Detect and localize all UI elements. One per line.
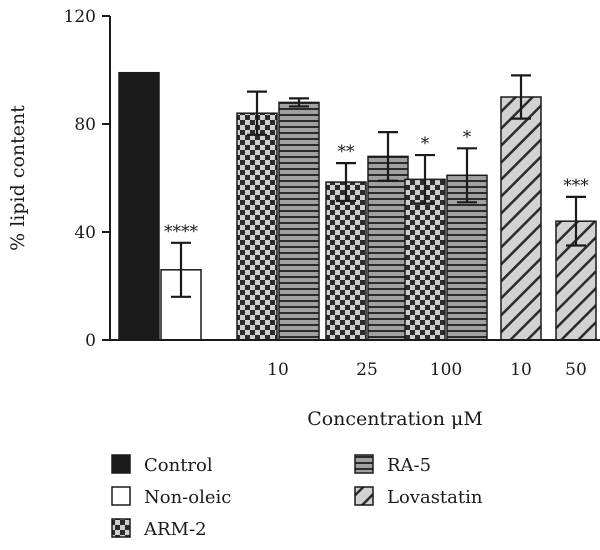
x-tick-label: 50 — [565, 360, 587, 380]
bar-ra-5 — [278, 101, 320, 341]
legend-label-non-oleic: Non-oleic — [144, 487, 231, 508]
bars-layer: ****** * **** — [118, 71, 597, 341]
significance-label: * — [421, 134, 430, 154]
bar-control — [118, 71, 160, 341]
y-tick-label: 120 — [64, 7, 96, 27]
bar-lovastatin — [500, 96, 542, 341]
legend-label-ra-5: RA-5 — [387, 455, 431, 476]
bar-ra-5 — [367, 155, 409, 341]
x-tick-label: 100 — [430, 360, 462, 380]
y-tick-label: 40 — [74, 223, 96, 243]
y-tick-label: 0 — [85, 331, 96, 351]
legend-swatch-lovastatin — [354, 486, 374, 506]
legend-swatch-control — [111, 454, 131, 474]
significance-label: **** — [164, 222, 199, 242]
y-axis-ticks: 0 40 80 120 — [64, 7, 110, 351]
x-axis-tick-labels: 10 25 100 10 50 — [267, 360, 587, 380]
significance-label: *** — [563, 176, 589, 196]
legend-swatch-ra-5 — [354, 454, 374, 474]
legend-swatch-arm-2 — [111, 518, 131, 538]
significance-label: * — [463, 127, 472, 147]
x-tick-label: 25 — [356, 360, 378, 380]
bar-arm-2 — [325, 181, 367, 341]
legend-label-lovastatin: Lovastatin — [387, 487, 483, 508]
x-axis-title: Concentration μM — [307, 408, 483, 430]
legend-label-control: Control — [144, 455, 213, 476]
bar-arm-2 — [404, 178, 446, 341]
bar-arm-2 — [236, 112, 278, 341]
significance-label: ** — [338, 142, 356, 162]
x-tick-label: 10 — [510, 360, 532, 380]
legend-swatch-non-oleic — [111, 486, 131, 506]
x-tick-label: 10 — [267, 360, 289, 380]
legend: Control Non-oleic ARM-2 RA-5 Lovastatin — [111, 454, 483, 540]
y-tick-label: 80 — [74, 115, 96, 135]
y-axis-title: % lipid content — [7, 105, 29, 251]
legend-label-arm-2: ARM-2 — [143, 519, 207, 540]
